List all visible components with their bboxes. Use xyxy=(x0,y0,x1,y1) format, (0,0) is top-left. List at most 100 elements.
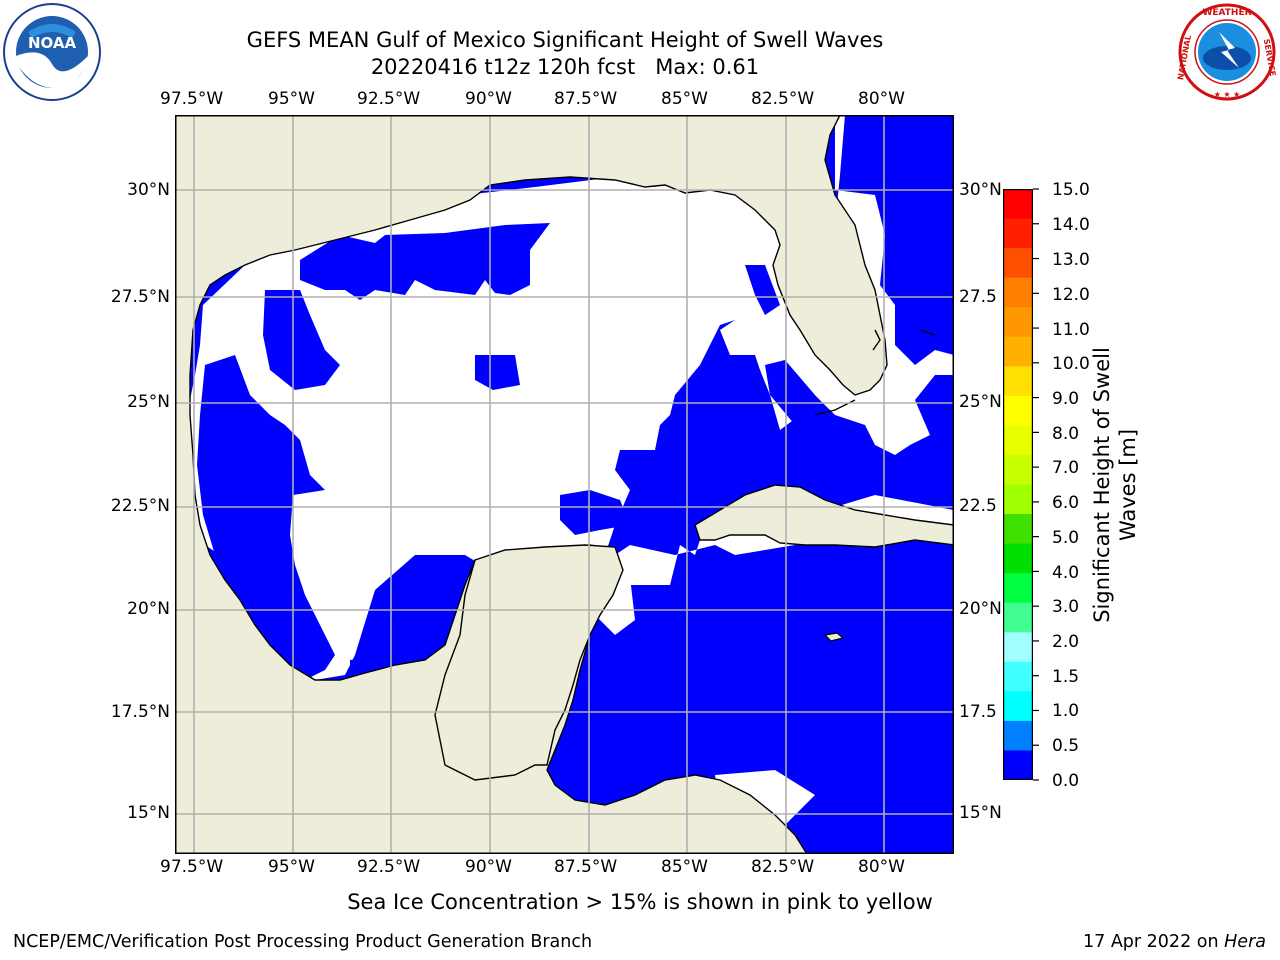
land-yucatan xyxy=(434,544,624,781)
gulf-blue-patch-yucatan-n xyxy=(560,490,630,535)
colorbar-tick: 10.0 xyxy=(1052,354,1090,374)
colorbar-swatch xyxy=(1003,307,1033,338)
lon-label: 82.5°W xyxy=(751,89,815,109)
gulf-white-region xyxy=(185,173,835,680)
colorbar-swatch xyxy=(1003,573,1033,604)
colorbar-tickmarks xyxy=(1033,188,1039,781)
colorbar-ticks: 15.0 14.0 13.0 12.0 11.0 10.0 9.0 8.0 7.… xyxy=(1040,0,1100,960)
lat-labels-left: 30°N 27.5°N 25°N 22.5°N 20°N 17.5°N 15°N xyxy=(0,0,172,960)
colorbar-swatch xyxy=(1003,602,1033,633)
colorbar-tick: 1.5 xyxy=(1052,667,1080,687)
nws-logo: WEATHER NATIONAL SERVICE ★ ★ ★ xyxy=(1176,2,1277,102)
footer-date-text: 17 Apr 2022 on xyxy=(1083,932,1225,952)
gulf-blue-patch-mid xyxy=(475,355,520,390)
svg-text:★ ★ ★: ★ ★ ★ xyxy=(1214,90,1241,99)
footer-branch: NCEP/EMC/Verification Post Processing Pr… xyxy=(13,932,593,952)
map-frame xyxy=(175,115,954,854)
lat-label: 30°N xyxy=(959,180,1002,200)
colorbar-swatch xyxy=(1003,720,1033,751)
lon-label: 95°W xyxy=(268,89,315,109)
gulf-blue-patch-campeche xyxy=(403,565,460,645)
lat-label: 27.5°N xyxy=(110,287,170,307)
gulf-blue-patch-sw xyxy=(197,355,335,680)
gulf-blue-patch-north xyxy=(300,223,550,300)
lat-label: 30°N xyxy=(127,180,170,200)
colorbar-swatch xyxy=(1003,632,1033,663)
land-jamaica xyxy=(823,632,845,642)
lon-label: 80°W xyxy=(858,89,905,109)
colorbar-tick: 0.5 xyxy=(1052,736,1080,756)
colorbar-tick: 6.0 xyxy=(1052,493,1080,513)
colorbar-tick: 5.0 xyxy=(1052,528,1080,548)
colorbar-swatch xyxy=(1003,218,1033,249)
colorbar-tick: 9.0 xyxy=(1052,389,1080,409)
lat-label: 25°N xyxy=(127,392,170,412)
chart-subtitle: 20220416 t12z 120h fcst Max: 0.61 xyxy=(370,55,760,79)
colorbar-swatch xyxy=(1003,277,1033,308)
colorbar-tick: 0.0 xyxy=(1052,771,1080,791)
map-panel xyxy=(175,115,954,854)
sea-ice-note-wrap: Sea Ice Concentration > 15% is shown in … xyxy=(0,890,1280,914)
colorbar-swatch xyxy=(1003,691,1033,722)
lon-label: 90°W xyxy=(465,857,512,877)
chart-title: GEFS MEAN Gulf of Mexico Significant Hei… xyxy=(246,28,884,52)
swell-height-map xyxy=(175,115,954,854)
colorbar-tick: 12.0 xyxy=(1052,285,1090,305)
lon-label: 82.5°W xyxy=(751,857,815,877)
lon-label: 80°W xyxy=(858,857,905,877)
sea-ice-note: Sea Ice Concentration > 15% is shown in … xyxy=(347,890,933,914)
colorbar-tick: 3.0 xyxy=(1052,597,1080,617)
svg-text:NOAA: NOAA xyxy=(28,34,77,52)
colorbar-swatches xyxy=(1003,189,1033,781)
colorbar-swatch xyxy=(1003,750,1033,781)
footer-date: 17 Apr 2022 on Hera xyxy=(1083,932,1266,952)
lon-label: 92.5°W xyxy=(357,857,421,877)
noaa-logo: NOAA xyxy=(2,2,102,102)
gulf-blue-patch-west xyxy=(263,290,340,390)
colorbar-tick: 14.0 xyxy=(1052,215,1090,235)
colorbar-tick: 11.0 xyxy=(1052,320,1090,340)
lat-label: 20°N xyxy=(127,599,170,619)
lat-label: 25°N xyxy=(959,392,1002,412)
graticule xyxy=(175,115,954,854)
lat-label: 17.5°N xyxy=(110,702,170,722)
footer-host: Hera xyxy=(1224,932,1266,952)
lon-label: 95°W xyxy=(268,857,315,877)
lon-label: 97.5°W xyxy=(160,89,224,109)
gulf-blue-patch-florida-w xyxy=(765,360,835,435)
lon-label: 85°W xyxy=(661,89,708,109)
lon-label: 87.5°W xyxy=(554,857,618,877)
lat-label: 27.5 xyxy=(959,287,997,307)
colorbar-tick: 13.0 xyxy=(1052,250,1090,270)
colorbar-tick: 1.0 xyxy=(1052,701,1080,721)
colorbar-label-line1: Significant Height of Swell xyxy=(1090,347,1114,623)
land-cuba xyxy=(694,484,954,548)
colorbar-tick: 15.0 xyxy=(1052,180,1090,200)
lat-label: 15°N xyxy=(127,803,170,823)
colorbar-swatch xyxy=(1003,189,1033,220)
colorbar-swatch xyxy=(1003,248,1033,279)
colorbar-frame xyxy=(1003,189,1033,780)
colorbar-tick: 2.0 xyxy=(1052,632,1080,652)
lat-label: 22.5 xyxy=(959,496,997,516)
colorbar-tick: 8.0 xyxy=(1052,424,1080,444)
colorbar-label-line2: Waves [m] xyxy=(1116,428,1140,542)
lon-label: 85°W xyxy=(661,857,708,877)
lat-label: 17.5 xyxy=(959,702,997,722)
colorbar-swatch xyxy=(1003,661,1033,692)
colorbar-swatch xyxy=(1003,514,1033,545)
gulf-blue-patch-ne xyxy=(745,265,780,315)
colorbar xyxy=(1003,189,1033,781)
lon-label: 87.5°W xyxy=(554,89,618,109)
lat-label: 22.5°N xyxy=(110,496,170,516)
lat-label: 20°N xyxy=(959,599,1002,619)
colorbar-swatch xyxy=(1003,454,1033,485)
colorbar-tick: 4.0 xyxy=(1052,563,1080,583)
lat-labels-right: 30°N 27.5 25°N 22.5 20°N 17.5 15°N xyxy=(959,0,1007,960)
colorbar-swatch xyxy=(1003,336,1033,367)
lon-labels-bottom: 97.5°W 95°W 92.5°W 90°W 87.5°W 85°W 82.5… xyxy=(0,857,1280,879)
lon-label: 92.5°W xyxy=(357,89,421,109)
lon-label: 90°W xyxy=(465,89,512,109)
colorbar-swatch xyxy=(1003,484,1033,515)
colorbar-swatch xyxy=(1003,366,1033,397)
